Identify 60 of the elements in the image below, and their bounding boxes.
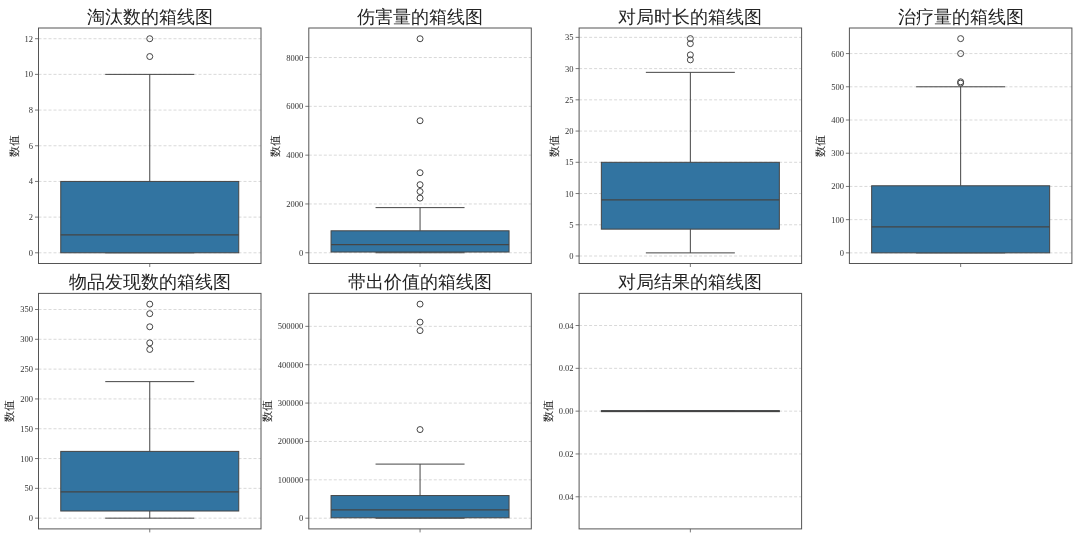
y-tick-label: 0 [299,247,304,258]
y-tick-label: 0 [569,251,574,261]
y-tick-label: 0 [839,247,844,258]
y-axis-title: 数值 [548,134,561,157]
y-tick-label: 5 [569,219,574,230]
y-tick-label: 4 [28,176,34,187]
y-tick-label: 0 [28,247,33,258]
y-tick-label: 200 [831,181,844,192]
y-tick-label: 400000 [277,359,304,370]
y-tick-label: 35 [565,32,574,43]
y-tick-label: 150 [20,423,33,434]
chart-title: 对局结果的箱线图 [618,272,763,293]
y-tick-label: 0.00 [558,406,574,417]
chart-title: 淘汰数的箱线图 [86,7,213,27]
y-tick-label: 0.04 [558,491,575,502]
chart-title: 治疗量的箱线图 [897,7,1024,27]
y-tick-label: 20 [565,126,574,137]
y-tick-label: 2 [28,212,33,223]
chart-title: 带出价值的箱线图 [348,272,493,293]
y-tick-label: 8000 [286,52,304,63]
y-tick-label: 0.04 [558,320,575,331]
y-axis-title: 数值 [7,134,20,157]
y-tick-label: 12 [24,33,33,44]
y-tick-label: 100 [20,453,33,464]
y-axis-title: 数值 [269,134,282,157]
y-tick-label: 400 [831,115,844,126]
y-tick-label: 350 [20,304,33,315]
y-tick-label: 500000 [277,321,304,332]
y-tick-label: 2000 [286,198,304,209]
y-tick-label: 15 [565,157,574,168]
y-tick-label: 50 [24,483,33,494]
chart-title: 伤害量的箱线图 [357,7,484,27]
y-tick-label: 200000 [277,436,304,447]
y-tick-label: 0.02 [558,448,574,459]
y-tick-label: 4000 [286,150,304,161]
chart-title: 物品发现数的箱线图 [68,272,231,293]
y-axis-title: 数值 [3,400,16,423]
y-axis-title: 数值 [260,400,273,423]
y-tick-label: 100 [831,214,844,225]
y-axis-title: 数值 [541,400,554,423]
y-tick-label: 200 [20,393,33,404]
y-tick-label: 300 [20,334,33,345]
y-tick-label: 8 [28,105,33,116]
y-tick-label: 10 [565,188,574,199]
y-tick-label: 500 [831,81,844,92]
chart-title: 对局时长的箱线图 [618,7,763,27]
y-axis-title: 数值 [814,134,827,157]
y-tick-label: 10 [24,69,33,80]
y-tick-label: 0 [28,513,33,524]
y-tick-label: 0 [299,513,304,524]
y-tick-label: 25 [565,94,574,105]
y-tick-label: 300 [831,148,844,159]
y-tick-label: 100000 [277,474,304,485]
y-tick-label: 0.02 [558,363,574,374]
y-tick-label: 6000 [286,101,304,112]
y-tick-label: 30 [565,63,574,74]
y-tick-label: 6 [28,140,33,151]
y-tick-label: 250 [20,364,33,375]
y-tick-label: 600 [831,48,844,59]
y-tick-label: 300000 [277,398,304,409]
